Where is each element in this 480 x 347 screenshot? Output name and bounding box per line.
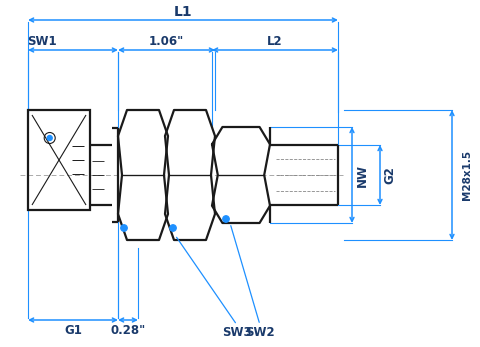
Text: NW: NW <box>356 163 369 186</box>
Text: L2: L2 <box>267 34 283 48</box>
Bar <box>28 110 90 210</box>
Text: 1.06": 1.06" <box>149 34 184 48</box>
Circle shape <box>170 225 176 231</box>
Circle shape <box>121 225 127 231</box>
Text: SW2: SW2 <box>245 325 275 339</box>
Text: G1: G1 <box>64 323 82 337</box>
Text: SW1: SW1 <box>27 34 57 48</box>
Text: 0.28": 0.28" <box>110 323 145 337</box>
Text: SW3: SW3 <box>222 325 252 339</box>
Text: M28x1.5: M28x1.5 <box>462 150 472 200</box>
Text: G2: G2 <box>384 166 396 184</box>
Text: L1: L1 <box>174 5 192 19</box>
Circle shape <box>223 216 229 222</box>
Circle shape <box>47 135 52 141</box>
